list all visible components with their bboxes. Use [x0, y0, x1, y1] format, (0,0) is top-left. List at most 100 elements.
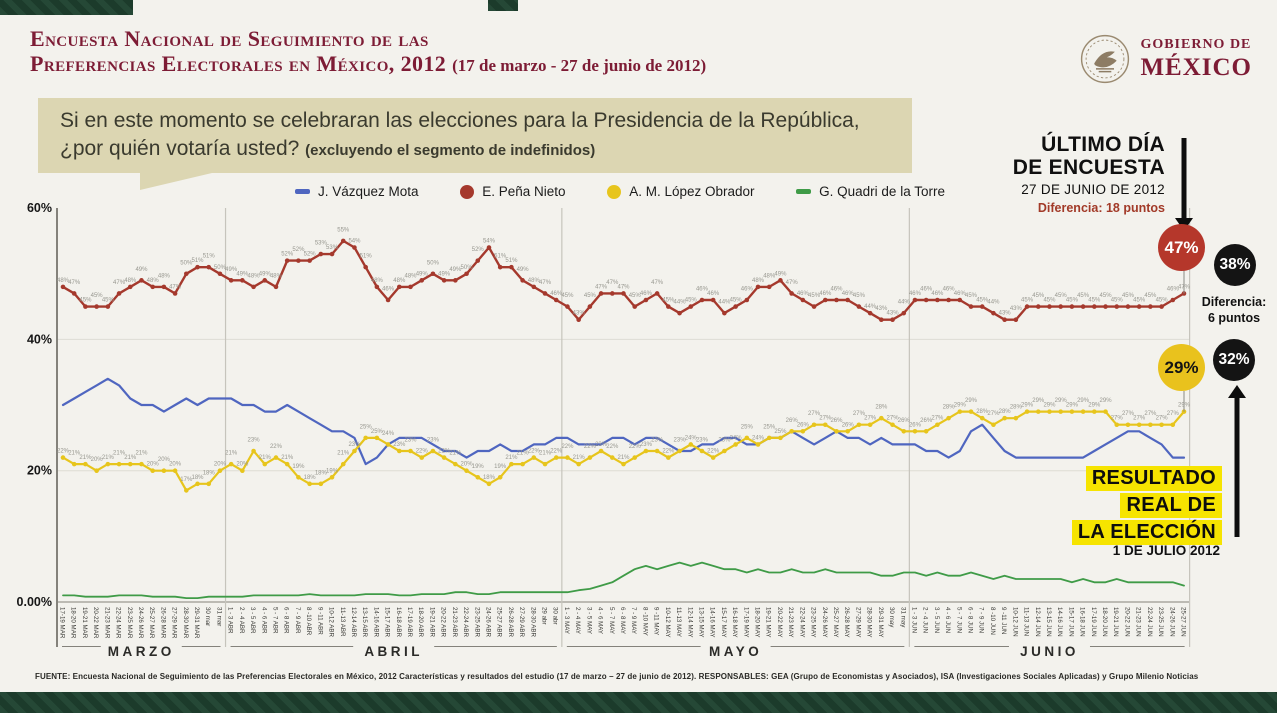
series-point [710, 297, 716, 303]
series-point [1125, 422, 1131, 428]
data-point-label: 22% [629, 444, 642, 450]
x-axis-date-label: 31 may [899, 607, 906, 628]
series-point [800, 429, 806, 434]
data-point-label: 45% [853, 293, 866, 299]
series-point [486, 481, 492, 487]
series-point [856, 422, 862, 428]
data-point-label: 50% [214, 265, 227, 271]
x-axis-date-label: 27-29 MAR [171, 607, 178, 639]
series-point [733, 304, 738, 309]
series-point [946, 415, 951, 421]
data-point-label: 45% [629, 293, 642, 299]
x-axis-date-label: 19-21 MAY [765, 607, 772, 638]
series-point [1159, 422, 1164, 428]
series-point [83, 304, 88, 309]
data-point-label: 52% [281, 252, 294, 258]
data-point-label: 21% [539, 451, 552, 457]
data-point-label: 48% [393, 278, 406, 284]
data-point-label: 49% [135, 267, 148, 273]
series-point [139, 278, 144, 283]
data-point-label: 50% [461, 265, 474, 271]
legend-item-lopez-obrador: A. M. López Obrador [607, 184, 755, 199]
series-point [1013, 317, 1019, 323]
data-point-label: 20% [461, 462, 474, 468]
data-point-label: 21% [281, 455, 294, 461]
data-point-label: 18% [483, 475, 496, 481]
series-point [408, 284, 413, 290]
x-axis-date-label: 26-28 MAR [159, 607, 166, 639]
series-point [161, 284, 167, 290]
data-point-label: 46% [954, 291, 967, 297]
series-point [127, 461, 133, 467]
x-axis-date-label: 22-24 MAR [115, 607, 122, 639]
x-axis-date-label: 18-20 MAR [70, 607, 77, 639]
last-day-title-1: ÚLTIMO DÍA [1041, 133, 1165, 156]
series-point [666, 304, 671, 309]
series-point [296, 258, 301, 263]
series-point [935, 422, 940, 428]
data-point-label: 27% [1111, 416, 1124, 422]
series-point [587, 304, 593, 309]
x-axis-date-label: 20-22 MAR [92, 607, 99, 639]
data-point-label: 45% [685, 298, 698, 304]
series-point [385, 297, 391, 303]
data-point-label: 51% [203, 254, 216, 260]
real-election-result-annotation: RESULTADO REAL DE LA ELECCIÓN [1071, 464, 1222, 547]
data-point-label: 53% [315, 241, 328, 247]
top-aztec-pattern-band-fragment [488, 0, 518, 11]
series-point [296, 474, 301, 480]
y-tick-label: 40% [27, 332, 52, 346]
x-axis-date-label: 9 -11 ABR [316, 607, 323, 635]
series-point [979, 304, 985, 309]
data-point-label: 20% [147, 462, 160, 468]
series-point [441, 455, 447, 460]
x-axis-date-label: 23-25 MAY [810, 607, 817, 638]
x-axis-date-label: 19-21 JUN [1112, 607, 1119, 637]
x-axis-date-label: 25-27 MAY [832, 607, 839, 638]
data-point-label: 43% [1010, 306, 1023, 312]
series-point [542, 461, 548, 467]
data-point-label: 48% [405, 273, 418, 279]
series-point [464, 271, 469, 277]
data-point-label: 25% [763, 424, 776, 430]
data-point-label: 46% [830, 287, 843, 293]
x-axis-date-label: 15-17 JUN [1067, 607, 1074, 637]
series-point [531, 455, 537, 460]
data-point-label: 51% [494, 254, 507, 260]
series-point [710, 455, 716, 460]
series-point [262, 461, 268, 467]
data-point-label: 47% [169, 284, 182, 290]
series-point [206, 481, 212, 487]
series-line-j-v-zquez-mota [61, 377, 1186, 466]
data-point-label: 26% [842, 422, 855, 428]
data-point-label: 22% [606, 444, 619, 450]
series-point [240, 468, 245, 474]
series-point [957, 409, 963, 414]
series-point [318, 251, 324, 257]
x-axis-date-label: 20-22 ABR [440, 607, 447, 637]
data-point-label: 25% [774, 429, 787, 435]
data-point-label: 45% [808, 293, 821, 299]
difference-6-points-label: Diferencia: 6 puntos [1188, 295, 1277, 326]
series-point [228, 461, 234, 467]
x-axis-date-label: 17-19 JUN [1090, 607, 1097, 637]
series-point [340, 238, 346, 244]
data-point-label: 45% [730, 298, 743, 304]
x-axis-date-label: 6 - 8 ABR [283, 607, 290, 634]
x-axis-date-label: 13-15 JUN [1045, 607, 1052, 637]
series-point [430, 271, 436, 277]
data-point-label: 29% [1021, 403, 1034, 409]
series-point [946, 297, 951, 303]
series-point [475, 258, 481, 263]
data-point-label: 46% [1167, 287, 1180, 293]
series-point [206, 264, 212, 270]
series-point [419, 455, 425, 460]
series-point [453, 461, 458, 467]
last-day-date: 27 DE JUNIO DE 2012 [1021, 182, 1165, 198]
x-axis-date-label: 16-18 JUN [1079, 607, 1086, 637]
series-point [666, 455, 671, 460]
x-axis-date-label: 21-23 MAY [787, 607, 794, 638]
x-axis-date-label: 9 -11 MAY [653, 607, 660, 635]
series-point [430, 448, 436, 454]
series-point [1047, 304, 1052, 309]
